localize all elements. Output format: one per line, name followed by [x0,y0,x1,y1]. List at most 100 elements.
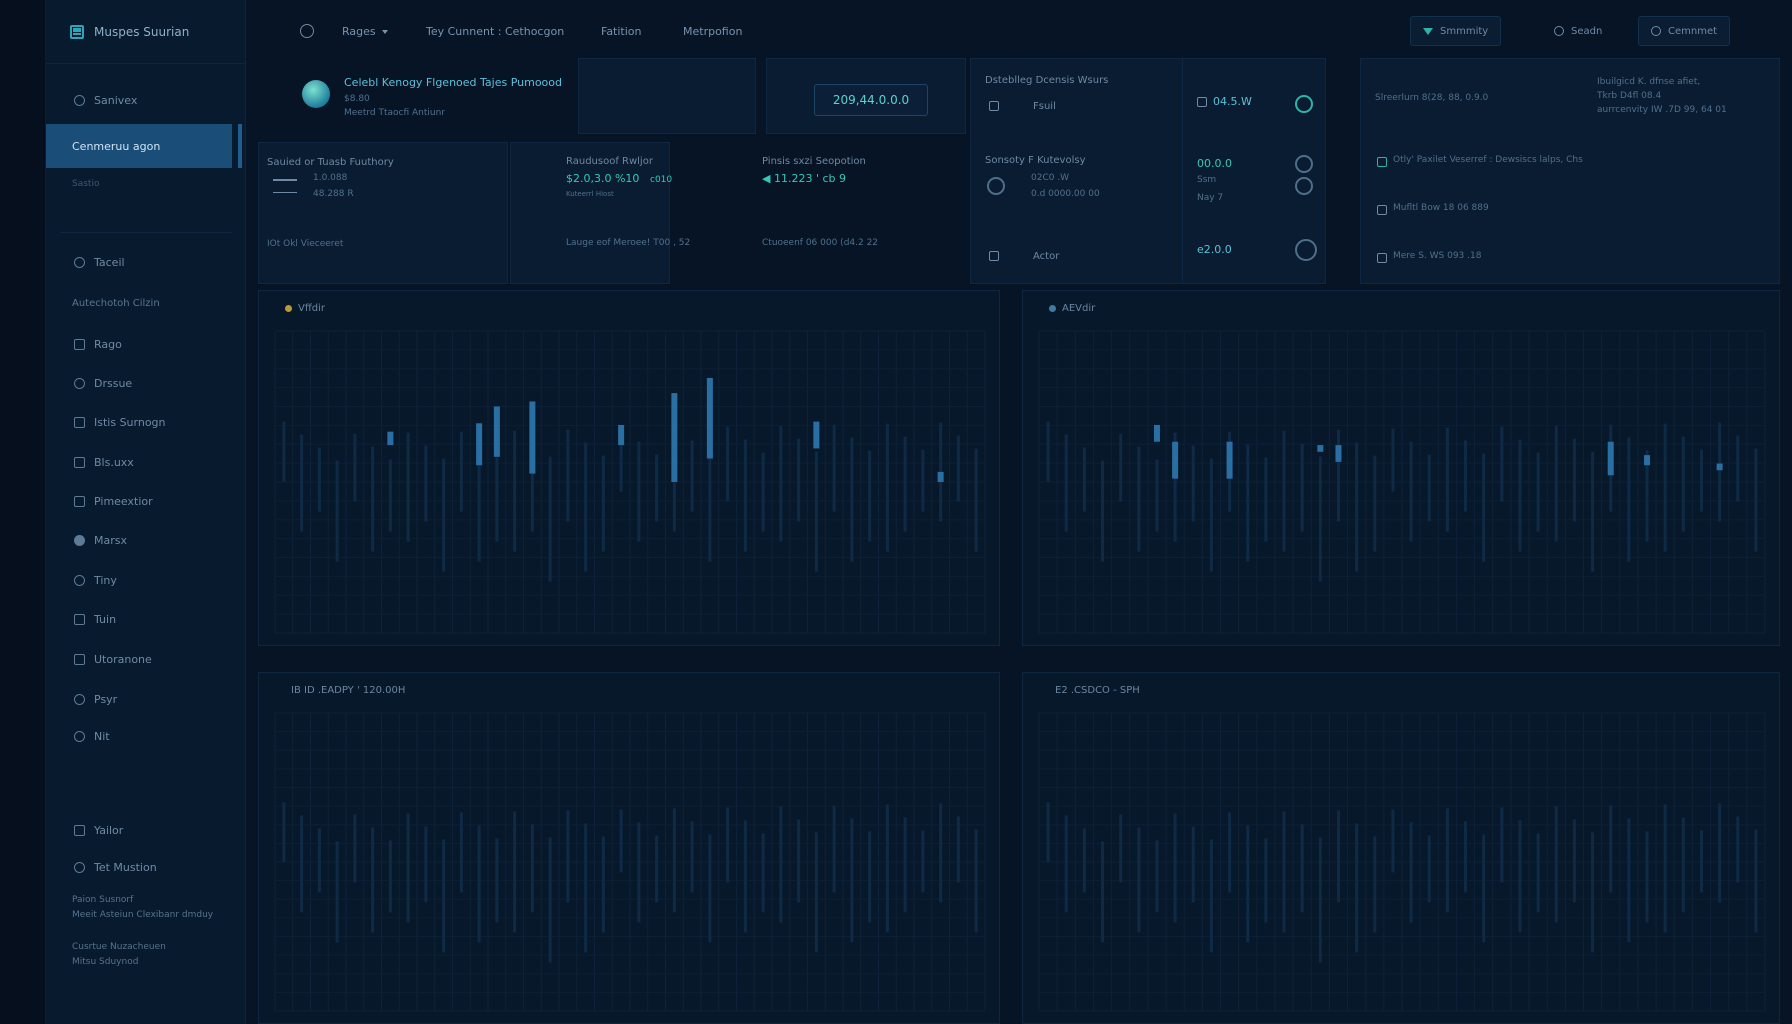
bg-candle [1264,838,1268,923]
bg-candle [530,824,534,913]
bg-candle [1282,430,1286,552]
candle-bar[interactable] [1153,424,1160,442]
sidebar-item-drssue[interactable]: Drssue [46,369,246,397]
candle-bar[interactable] [813,421,820,449]
brand[interactable]: Muspes Suurian [46,0,245,64]
chart-title: E2 .CSDCO - SPH [1055,685,1140,696]
legend-dot [1049,305,1056,312]
ring-icon [74,574,85,586]
nav-link-rages[interactable]: Rages [342,25,388,38]
bg-candle [1209,458,1213,572]
bg-candle [442,839,446,953]
help-icon [74,730,85,742]
bg-candle [761,833,765,913]
seadn-button[interactable]: Seadn [1542,16,1614,46]
header-sub1: $8.80 [344,94,370,104]
chart-title: IB ID .EADPY ' 120.00H [291,685,406,696]
candle-bar[interactable] [1172,441,1179,479]
bg-candle [1318,837,1322,963]
layers-icon [74,653,85,665]
sidebar-item-active[interactable]: Cenmeruu agon [46,124,232,168]
user-icon [74,861,85,873]
stat-card-1: Sauied or Tuasb Fuuthory 1.0.088 48.288 … [258,142,508,284]
bg-candle [424,826,428,903]
nav-link-metrpofion[interactable]: Metrpofion [683,25,743,38]
sidebar-item-rago[interactable]: Rago [46,330,246,358]
candle-bar[interactable] [671,393,678,482]
search-icon[interactable] [300,24,314,38]
bg-candle [690,440,694,512]
bg-candle [1699,830,1703,893]
bg-candle [974,829,978,933]
candle-bar[interactable] [1644,455,1651,466]
sidebar-item-istis[interactable]: Istis Surnogn [46,408,246,436]
bg-candle [335,841,339,943]
bg-candle [566,810,570,903]
sidebar-item-sanivex[interactable]: Sanivex [46,86,246,114]
candle-bar[interactable] [493,406,500,457]
legend-dot [285,305,292,312]
candle-bar[interactable] [1607,441,1614,476]
sidebar-footer-mustion[interactable]: Tet Mustion [46,853,246,881]
chart-svg [274,330,986,634]
candle-bar[interactable] [618,424,625,446]
comment-icon [1651,26,1661,36]
bg-candle [1572,819,1576,903]
candle-bar[interactable] [1335,445,1342,462]
nav-link-category[interactable]: Tey Cunnent : Cethocgon [426,25,565,38]
bg-candle [530,443,534,532]
candle-bar[interactable] [476,423,483,466]
bg-candle [1482,453,1486,562]
sidebar-item-tiny[interactable]: Tiny [46,566,246,594]
sidebar-item-tuin[interactable]: Tuin [46,605,246,633]
bg-candle [1082,447,1086,512]
bg-candle [1191,445,1195,522]
stat-card-6: Slreerlurn 8(28, 88, 0.9.0 Ibuilgicd K. … [1360,58,1780,284]
bg-candle [921,449,925,512]
sidebar-footer-yailor[interactable]: Yailor [46,816,246,844]
sidebar-sub-label: Sastio [72,179,100,189]
candle-bar[interactable] [1226,441,1233,479]
candle-bar[interactable] [387,431,394,446]
globe-icon [1554,26,1564,36]
folder-icon [74,495,85,507]
sidebar-item-utoranone[interactable]: Utoranone [46,645,246,673]
grid-icon [74,534,85,546]
bg-candle [1391,428,1395,492]
header-value[interactable]: 209,44.0.0.0 [814,84,928,116]
menu-grid-icon [70,24,84,39]
candle-bar[interactable] [706,377,713,459]
bg-candle [1246,444,1250,562]
bg-candle [584,442,588,572]
sidebar-item-marsx[interactable]: Marsx [46,526,246,554]
bg-candle [885,804,889,933]
bg-candle [371,827,375,933]
bg-candle [779,806,783,923]
sidebar-item-taceil[interactable]: Taceil [46,248,246,276]
bg-candle [619,809,623,873]
sidebar-item-pimeextior[interactable]: Pimeextior [46,487,246,515]
bg-candle [956,816,960,883]
candle-bar[interactable] [529,401,536,474]
bg-candle [1373,836,1377,933]
bg-candle [1300,443,1304,532]
bg-candle [1064,815,1068,913]
candle-bar[interactable] [1716,463,1723,471]
stat-card-2: Raudusoof Rwljor $2.0,3.0 %10 c010 Kutee… [566,156,879,248]
bg-candle [459,812,463,893]
sidebar-item-psyr[interactable]: Psyr [46,685,246,713]
sidebar-item-blsuxx[interactable]: Bls.uxx [46,448,246,476]
bg-candle [1209,839,1213,953]
candle-bar[interactable] [1317,445,1324,452]
filter-icon [1423,27,1433,35]
database-icon [1197,97,1207,107]
sidebar-item-nit[interactable]: Nit [46,722,246,750]
candle-bar[interactable] [937,471,944,482]
smmmity-button[interactable]: Smmmity [1410,16,1502,46]
cemnmet-button[interactable]: Cemnmet [1638,16,1731,46]
phone-icon [74,456,85,468]
nav-link-fatition[interactable]: Fatition [601,25,642,38]
edit-icon [74,824,85,836]
bg-candle [1663,423,1667,552]
gear-icon[interactable] [1295,95,1313,113]
